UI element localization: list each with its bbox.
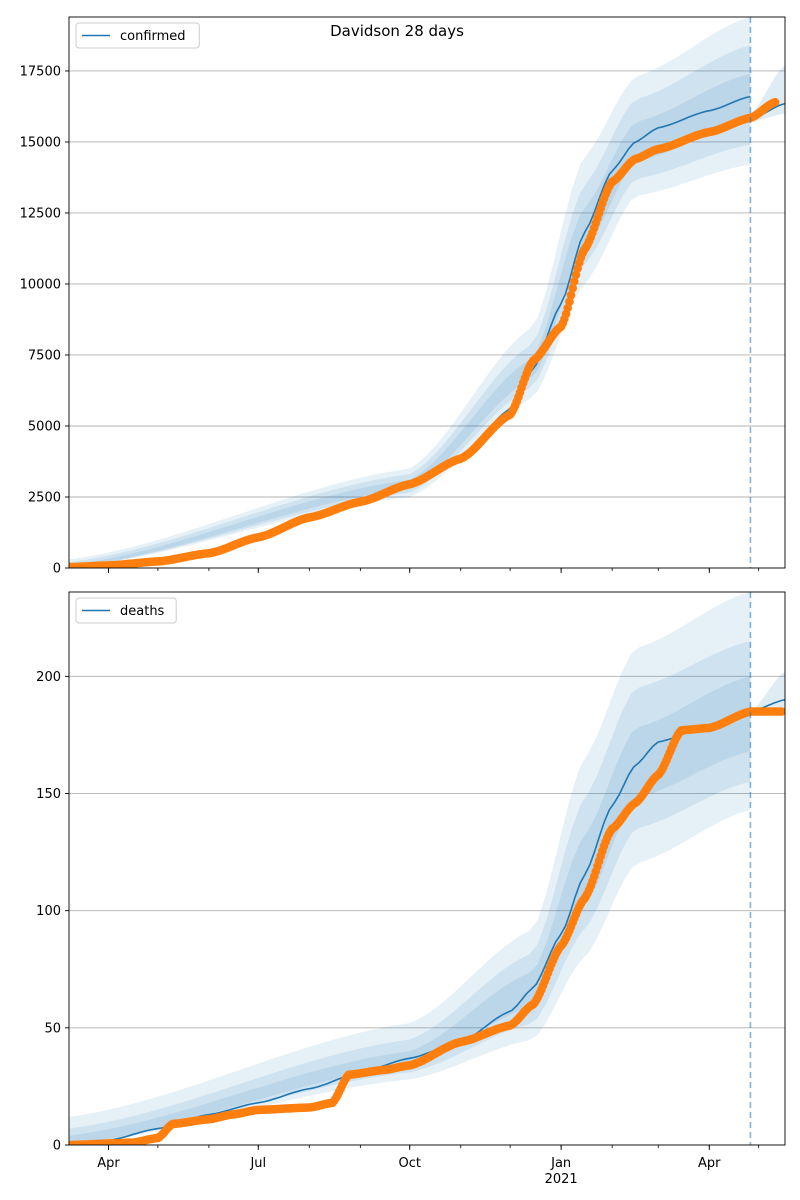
observed-point — [770, 97, 780, 107]
observed-point — [566, 290, 576, 300]
observed-point — [565, 297, 574, 307]
chart-title: Davidson 28 days — [330, 22, 464, 40]
y-tick-label: 0 — [53, 1139, 61, 1154]
axes-frame — [68, 591, 786, 1146]
plot-area — [69, 17, 785, 568]
x-tick-sublabel: 2021 — [545, 1172, 578, 1187]
y-tick-label: 5000 — [28, 419, 61, 434]
legend-label: confirmed — [120, 29, 186, 44]
y-tick-label: 200 — [36, 670, 61, 685]
y-tick-label: 0 — [53, 562, 61, 577]
y-tick-label: 7500 — [28, 348, 61, 363]
confidence-band-inner — [69, 676, 751, 1145]
forecast-band — [750, 671, 785, 717]
y-tick-label: 15000 — [20, 135, 61, 150]
legend-label: deaths — [120, 604, 165, 619]
x-tick-label: Apr — [97, 1156, 120, 1171]
y-tick-label: 50 — [44, 1021, 61, 1036]
confidence-band-middle — [69, 641, 751, 1145]
axes-frame — [68, 16, 786, 569]
y-tick-label: 10000 — [20, 277, 61, 292]
legend-box — [75, 22, 200, 49]
observed-point — [777, 707, 785, 716]
confidence-band-inner — [69, 73, 751, 568]
confirmed-panel: 0 2500 5000 7500 10000 12500 15000 17500 confirm… — [20, 16, 786, 577]
confidence-band-outer — [69, 592, 751, 1145]
confidence-band-middle — [69, 45, 751, 568]
x-tick-label: Jul — [249, 1156, 266, 1171]
observed-point — [568, 283, 577, 293]
y-tick-label: 2500 — [28, 490, 61, 505]
observed-point — [570, 277, 579, 286]
legend: confirmed — [75, 22, 200, 49]
y-tick-label: 150 — [36, 787, 61, 802]
legend: deaths — [75, 597, 177, 624]
legend-box — [75, 597, 177, 624]
x-tick-label: Jan — [550, 1156, 571, 1171]
x-tick-label: Oct — [398, 1156, 420, 1171]
confidence-band-outer — [69, 17, 751, 568]
y-tick-label: 100 — [36, 904, 61, 919]
x-tick-label: Apr — [698, 1156, 721, 1171]
y-tick-label: 17500 — [20, 64, 61, 79]
plot-area — [69, 592, 785, 1145]
y-tick-label: 12500 — [20, 206, 61, 221]
